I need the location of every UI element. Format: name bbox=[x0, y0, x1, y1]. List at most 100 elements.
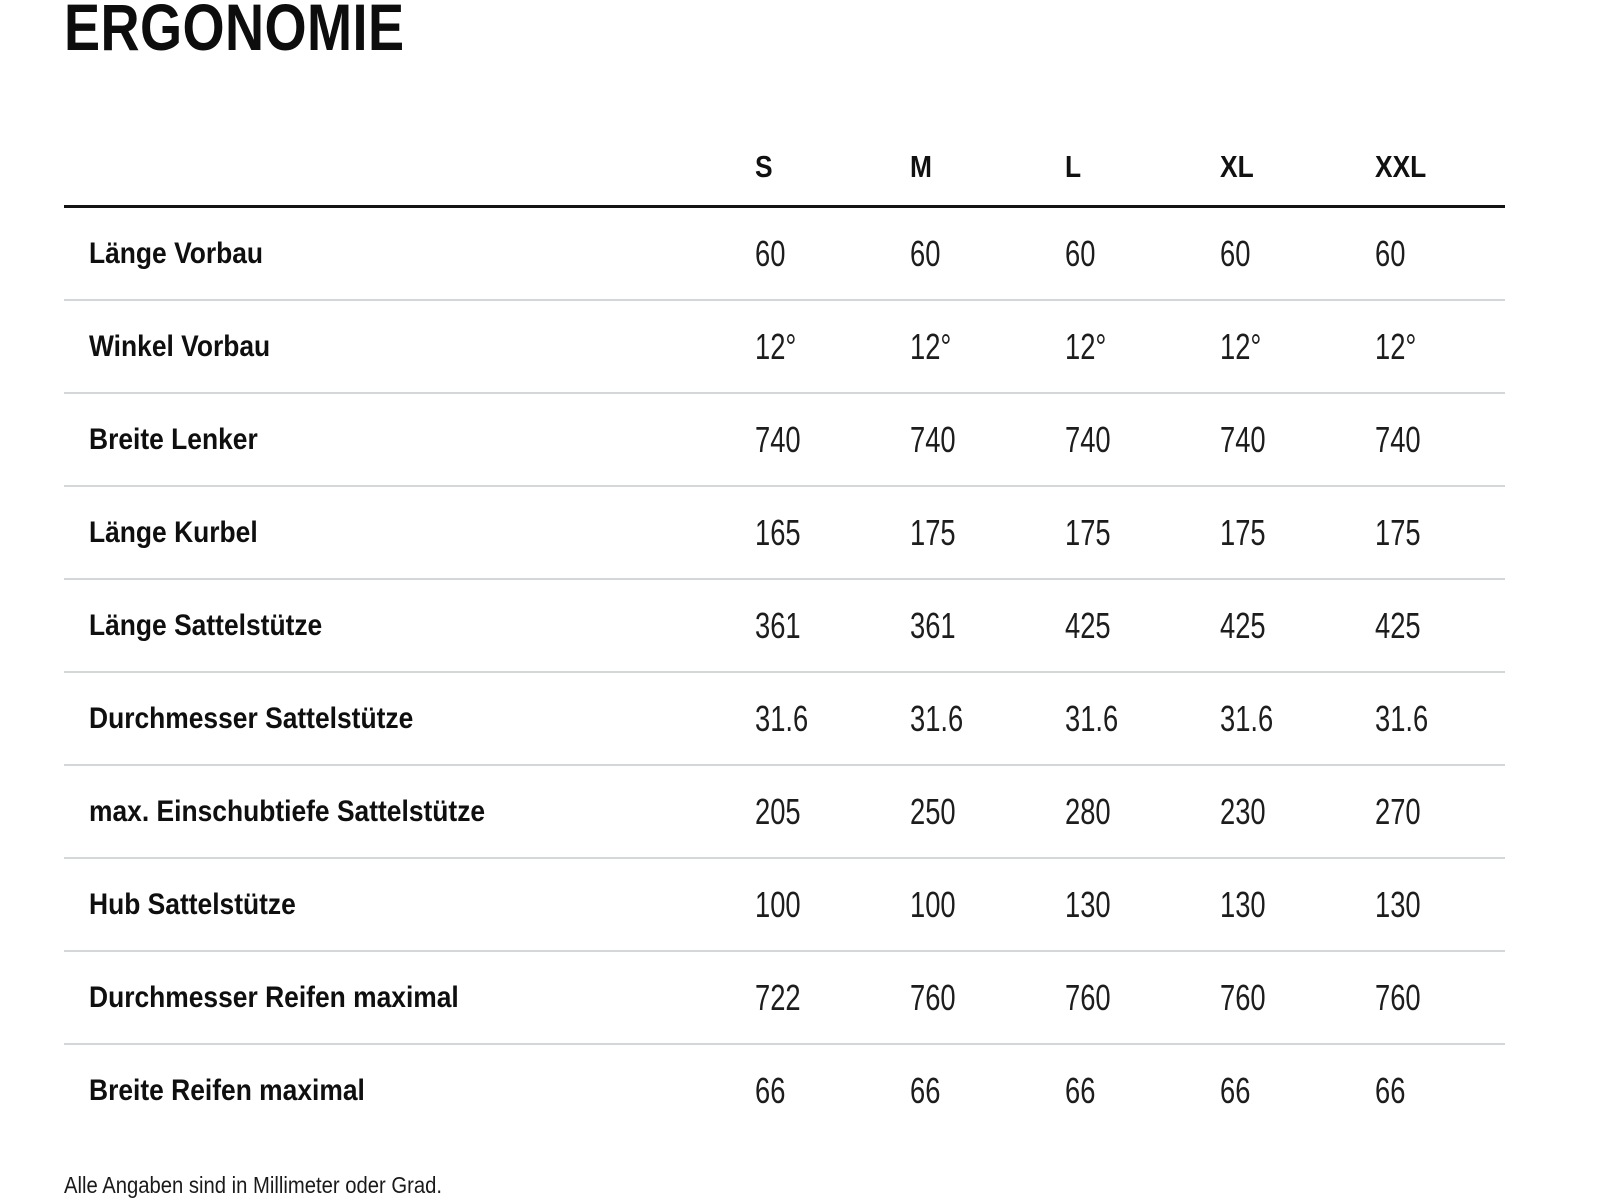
cell-value-xl: 31.6 bbox=[1195, 698, 1350, 740]
cell-value-l: 760 bbox=[1040, 977, 1195, 1019]
cell-value-m: 66 bbox=[885, 1070, 1040, 1112]
page-title-text: ERGONOMIE bbox=[64, 0, 405, 64]
cell-value-l: 31.6 bbox=[1040, 698, 1195, 740]
cell-value-xl: 740 bbox=[1195, 419, 1350, 461]
column-header-s: S bbox=[730, 149, 885, 185]
table-row: Winkel Vorbau 12° 12° 12° 12° 12° bbox=[64, 301, 1505, 394]
row-label: Länge Kurbel bbox=[64, 516, 730, 550]
cell-value-m-text: 60 bbox=[910, 232, 941, 274]
row-label-text: Durchmesser Reifen maximal bbox=[89, 980, 459, 1014]
cell-value-xxl: 270 bbox=[1350, 791, 1505, 833]
units-footnote: Alle Angaben sind in Millimeter oder Gra… bbox=[64, 1172, 1505, 1199]
row-label: Hub Sattelstütze bbox=[64, 888, 730, 922]
row-label-text: Durchmesser Sattelstütze bbox=[89, 701, 414, 735]
cell-value-xl: 60 bbox=[1195, 233, 1350, 275]
cell-value-l-text: 12° bbox=[1065, 325, 1107, 367]
units-footnote-text: Alle Angaben sind in Millimeter oder Gra… bbox=[64, 1172, 443, 1198]
cell-value-s: 205 bbox=[730, 791, 885, 833]
cell-value-xxl-text: 130 bbox=[1375, 883, 1421, 925]
page-title: ERGONOMIE bbox=[64, 0, 1505, 60]
row-label: Durchmesser Sattelstütze bbox=[64, 702, 730, 736]
column-header-l: L bbox=[1040, 149, 1195, 185]
cell-value-xl-text: 130 bbox=[1220, 883, 1266, 925]
cell-value-l-text: 60 bbox=[1065, 232, 1096, 274]
cell-value-m: 12° bbox=[885, 326, 1040, 368]
table-row: Länge Vorbau 60 60 60 60 60 bbox=[64, 208, 1505, 301]
row-label: Winkel Vorbau bbox=[64, 330, 730, 364]
cell-value-m-text: 250 bbox=[910, 790, 956, 832]
cell-value-m-text: 66 bbox=[910, 1069, 941, 1111]
cell-value-xl: 230 bbox=[1195, 791, 1350, 833]
cell-value-l-text: 31.6 bbox=[1065, 697, 1119, 739]
table-row: Breite Lenker 740 740 740 740 740 bbox=[64, 394, 1505, 487]
row-label: Breite Lenker bbox=[64, 423, 730, 457]
table-row: Hub Sattelstütze 100 100 130 130 130 bbox=[64, 859, 1505, 952]
cell-value-xxl: 60 bbox=[1350, 233, 1505, 275]
row-label: max. Einschubtiefe Sattelstütze bbox=[64, 795, 730, 829]
cell-value-l-text: 130 bbox=[1065, 883, 1111, 925]
row-label: Länge Sattelstütze bbox=[64, 609, 730, 643]
row-label-text: Breite Lenker bbox=[89, 422, 258, 456]
cell-value-xxl: 12° bbox=[1350, 326, 1505, 368]
cell-value-xxl: 760 bbox=[1350, 977, 1505, 1019]
row-label-text: max. Einschubtiefe Sattelstütze bbox=[89, 794, 486, 828]
table-row: Durchmesser Reifen maximal 722 760 760 7… bbox=[64, 952, 1505, 1045]
cell-value-xxl: 175 bbox=[1350, 512, 1505, 554]
cell-value-xl: 130 bbox=[1195, 884, 1350, 926]
cell-value-s: 60 bbox=[730, 233, 885, 275]
table-row: Durchmesser Sattelstütze 31.6 31.6 31.6 … bbox=[64, 673, 1505, 766]
cell-value-l: 740 bbox=[1040, 419, 1195, 461]
cell-value-xl-text: 760 bbox=[1220, 976, 1266, 1018]
cell-value-xl-text: 740 bbox=[1220, 418, 1266, 460]
row-label-text: Länge Kurbel bbox=[89, 515, 258, 549]
cell-value-s-text: 722 bbox=[755, 976, 801, 1018]
cell-value-l-text: 740 bbox=[1065, 418, 1111, 460]
cell-value-l: 60 bbox=[1040, 233, 1195, 275]
row-label-text: Winkel Vorbau bbox=[89, 329, 271, 363]
cell-value-l: 280 bbox=[1040, 791, 1195, 833]
cell-value-l: 130 bbox=[1040, 884, 1195, 926]
cell-value-s: 12° bbox=[730, 326, 885, 368]
cell-value-s-text: 31.6 bbox=[755, 697, 809, 739]
cell-value-s-text: 60 bbox=[755, 232, 786, 274]
cell-value-xxl: 130 bbox=[1350, 884, 1505, 926]
column-header-xl-label: XL bbox=[1220, 149, 1254, 184]
cell-value-s: 31.6 bbox=[730, 698, 885, 740]
cell-value-l-text: 280 bbox=[1065, 790, 1111, 832]
cell-value-l-text: 66 bbox=[1065, 1069, 1096, 1111]
table-row: Länge Sattelstütze 361 361 425 425 425 bbox=[64, 580, 1505, 673]
cell-value-l-text: 760 bbox=[1065, 976, 1111, 1018]
table-row: Länge Kurbel 165 175 175 175 175 bbox=[64, 487, 1505, 580]
cell-value-m-text: 12° bbox=[910, 325, 952, 367]
cell-value-m-text: 100 bbox=[910, 883, 956, 925]
cell-value-m: 175 bbox=[885, 512, 1040, 554]
cell-value-s-text: 66 bbox=[755, 1069, 786, 1111]
row-label-text: Länge Vorbau bbox=[89, 236, 264, 270]
cell-value-m: 31.6 bbox=[885, 698, 1040, 740]
cell-value-s: 361 bbox=[730, 605, 885, 647]
cell-value-xxl-text: 175 bbox=[1375, 511, 1421, 553]
cell-value-s-text: 740 bbox=[755, 418, 801, 460]
cell-value-xl-text: 60 bbox=[1220, 232, 1251, 274]
cell-value-l: 66 bbox=[1040, 1070, 1195, 1112]
cell-value-xl: 175 bbox=[1195, 512, 1350, 554]
cell-value-m: 60 bbox=[885, 233, 1040, 275]
cell-value-s-text: 12° bbox=[755, 325, 797, 367]
cell-value-xl: 425 bbox=[1195, 605, 1350, 647]
cell-value-m: 361 bbox=[885, 605, 1040, 647]
cell-value-m-text: 361 bbox=[910, 604, 956, 646]
cell-value-xl-text: 175 bbox=[1220, 511, 1266, 553]
cell-value-xl: 66 bbox=[1195, 1070, 1350, 1112]
row-label-text: Hub Sattelstütze bbox=[89, 887, 296, 921]
cell-value-xxl-text: 740 bbox=[1375, 418, 1421, 460]
column-header-l-label: L bbox=[1065, 149, 1082, 184]
row-label: Durchmesser Reifen maximal bbox=[64, 981, 730, 1015]
cell-value-xl-text: 12° bbox=[1220, 325, 1262, 367]
column-header-m-label: M bbox=[910, 149, 932, 184]
table-body: Länge Vorbau 60 60 60 60 60 Winkel Vorba… bbox=[64, 208, 1505, 1136]
cell-value-l: 175 bbox=[1040, 512, 1195, 554]
cell-value-xxl: 740 bbox=[1350, 419, 1505, 461]
cell-value-s: 100 bbox=[730, 884, 885, 926]
cell-value-m-text: 175 bbox=[910, 511, 956, 553]
